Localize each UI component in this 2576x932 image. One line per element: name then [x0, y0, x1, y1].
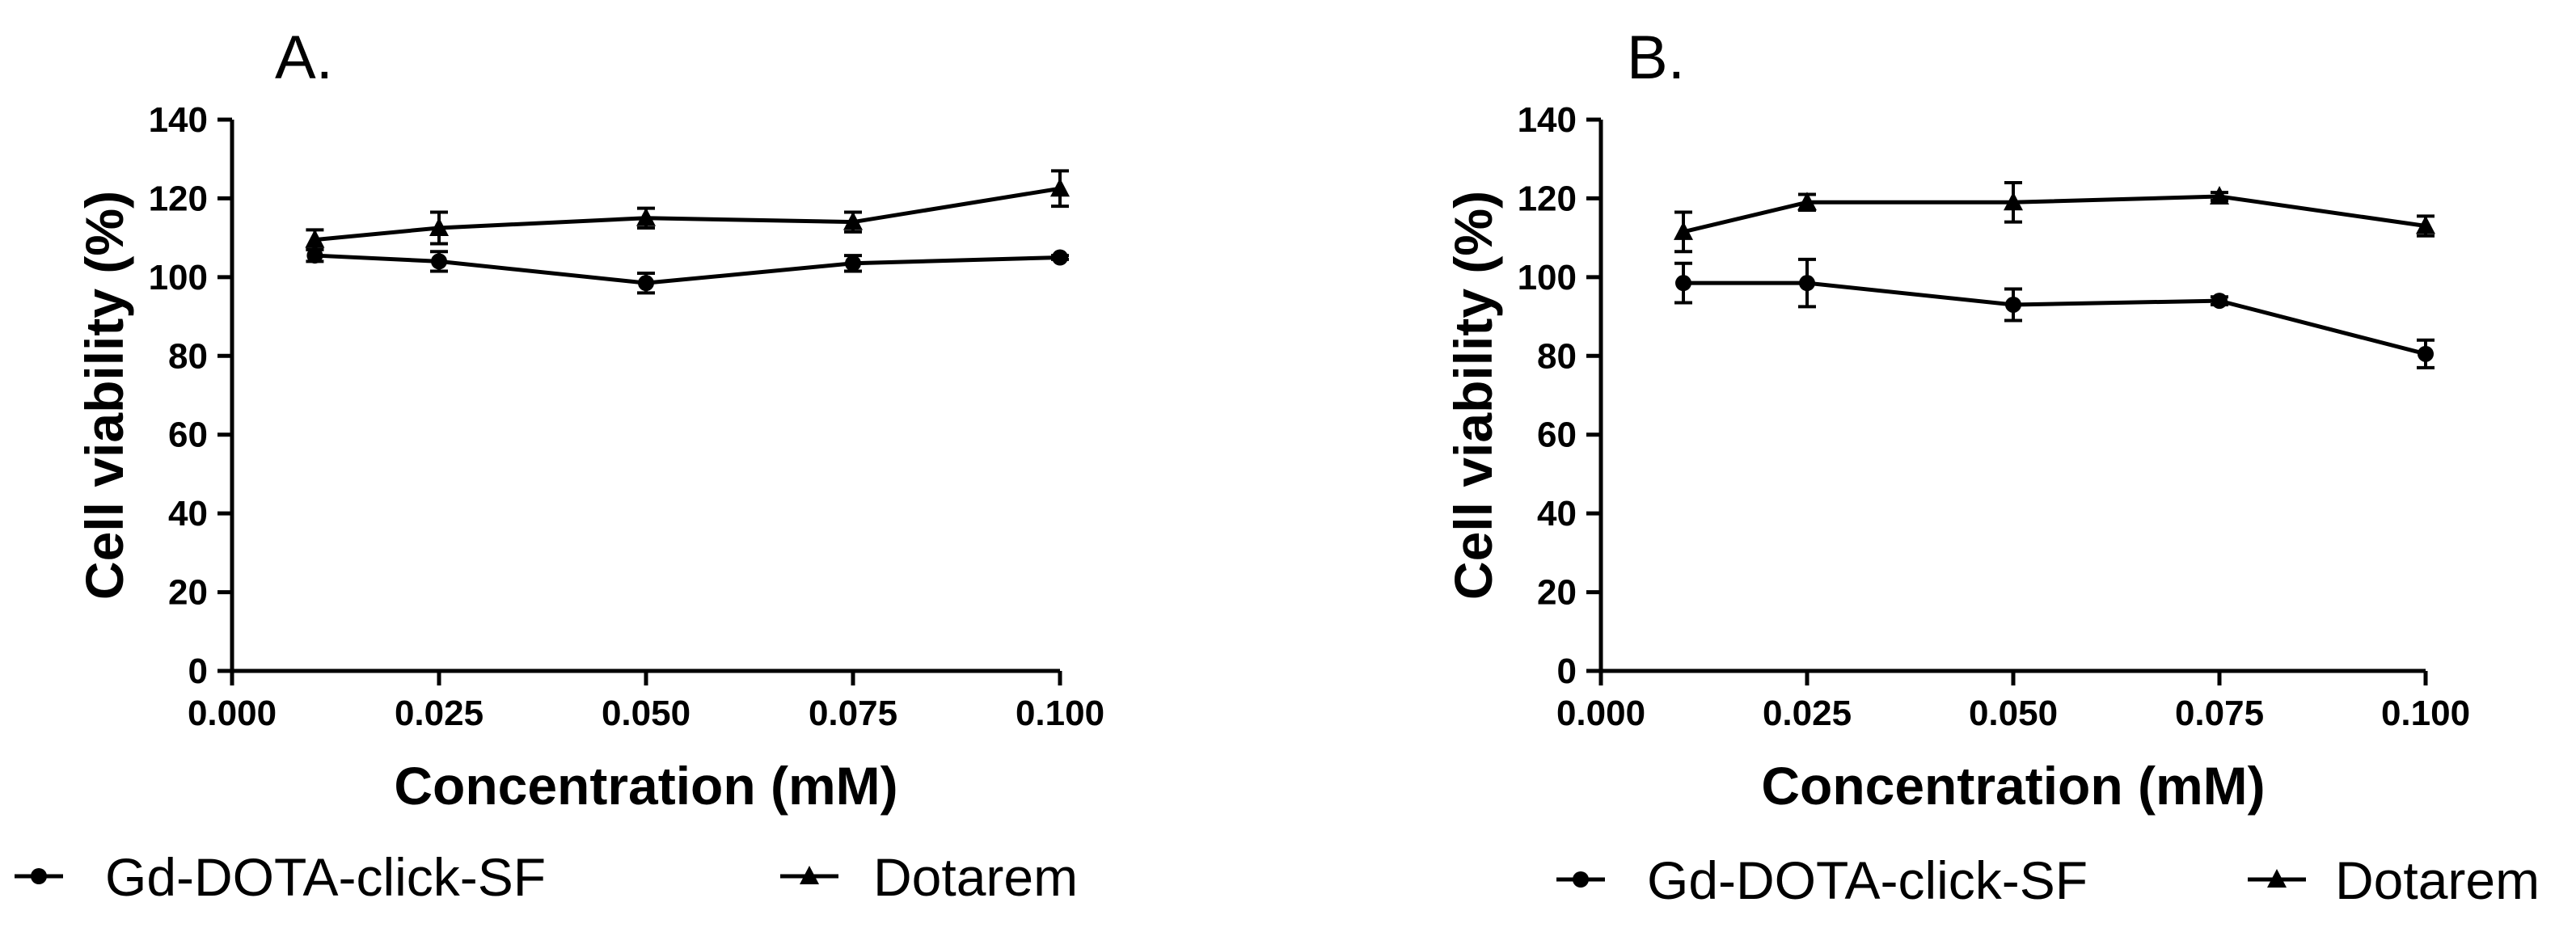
panel-b-dotarem-point: [2416, 215, 2435, 234]
panel-a-y-tick-label: 40: [168, 494, 208, 533]
panel-b-y-tick-label: 20: [1537, 573, 1577, 613]
panel-a-dotarem-point: [636, 207, 656, 226]
panel-b-y-tick-label: 0: [1557, 652, 1577, 691]
panel-b-gd-dota-click-sf-point: [2211, 293, 2228, 310]
panel-a-y-axis-title: Cell viability (%): [74, 191, 134, 600]
panel-a-y-tick-label: 120: [149, 179, 208, 218]
panel-b-dotarem-point: [2004, 192, 2023, 211]
panel-b-y-tick-label: 140: [1518, 100, 1577, 140]
panel-b-gd-dota-click-sf-point: [1675, 275, 1691, 292]
panel-b-series-dotarem-line: [1683, 194, 2426, 234]
panel-a-gd-dota-click-sf-point: [431, 253, 447, 270]
panel-a-gd-dota-click-sf-point: [845, 255, 861, 272]
panel-a-x-tick-label: 0.075: [809, 694, 897, 733]
panel-a-y-tick-label: 60: [168, 415, 208, 455]
panel-a-y-tick-label: 80: [168, 336, 208, 376]
panel-a-dotarem-point: [1050, 178, 1070, 197]
panel-b-gd-dota-click-sf-point: [2418, 345, 2434, 362]
panel-b-y-tick-label: 60: [1537, 415, 1577, 455]
panel-b-legend-gd-label: Gd-DOTA-click-SF: [1647, 850, 2088, 910]
panel-b-gd-dota-click-sf-point: [2005, 296, 2021, 313]
panel-a-x-axis-title: Concentration (mM): [394, 756, 897, 816]
panel-a-legend-dotarem-label: Dotarem: [873, 847, 1078, 907]
panel-b-dotarem-point: [2210, 185, 2229, 205]
panel-a-y-tick-label: 20: [168, 573, 208, 613]
panel-a-y-tick-label: 0: [188, 652, 208, 691]
panel-b-x-tick-label: 0.050: [1969, 694, 2058, 733]
panel-a-series-dotarem-line: [315, 186, 1061, 242]
panel-b-y-tick-label: 100: [1518, 258, 1577, 297]
panel-b-x-tick-label: 0.075: [2175, 694, 2264, 733]
panel-b-dotarem-point: [1674, 221, 1693, 240]
panel-b-y-tick-label: 120: [1518, 179, 1577, 218]
panel-a-y-tick-label: 140: [149, 100, 208, 140]
panel-b-label: B.: [1627, 23, 1685, 92]
panel-b-x-axis-title: Concentration (mM): [1761, 756, 2265, 816]
panel-a-dotarem-point: [843, 211, 863, 230]
panel-b-legend-dotarem-marker: [2267, 869, 2287, 888]
panel-a-gd-dota-click-sf-point: [638, 275, 654, 292]
panel-b-gd-dota-click-sf-point: [1799, 275, 1815, 292]
panel-b-dotarem-point: [1797, 192, 1817, 211]
panel-a-label: A.: [275, 23, 333, 92]
panel-a-y-tick-label: 100: [149, 258, 208, 297]
panel-a-dotarem-point: [305, 229, 325, 248]
panel-a-x-tick-label: 0.000: [188, 694, 277, 733]
panel-b-legend-gd-marker: [1573, 871, 1589, 888]
panel-a-x-tick-label: 0.100: [1016, 694, 1104, 733]
panel-b-x-tick-label: 0.100: [2381, 694, 2470, 733]
panel-b-legend-dotarem-label: Dotarem: [2335, 850, 2540, 910]
panel-a-legend-dotarem-marker: [800, 866, 819, 884]
panel-b-x-tick-label: 0.000: [1556, 694, 1645, 733]
panel-a-gd-dota-click-sf-point: [306, 247, 323, 264]
panel-a-legend-gd-label: Gd-DOTA-click-SF: [105, 847, 546, 907]
panel-a-x-tick-label: 0.050: [602, 694, 690, 733]
panel-a-x-tick-label: 0.025: [395, 694, 484, 733]
panel-b-series-gd-dota-click-sf-line: [1683, 280, 2426, 356]
panel-a-legend-gd-marker: [31, 868, 47, 884]
panel-a-series-gd-dota-click-sf-line: [315, 253, 1061, 285]
panel-b-y-tick-label: 80: [1537, 336, 1577, 376]
panel-a-gd-dota-click-sf-point: [1052, 249, 1068, 266]
panel-b-x-tick-label: 0.025: [1763, 694, 1852, 733]
panel-b-y-tick-label: 40: [1537, 494, 1577, 533]
panel-a-dotarem-point: [429, 217, 449, 236]
panel-b-y-axis-title: Cell viability (%): [1443, 191, 1503, 600]
